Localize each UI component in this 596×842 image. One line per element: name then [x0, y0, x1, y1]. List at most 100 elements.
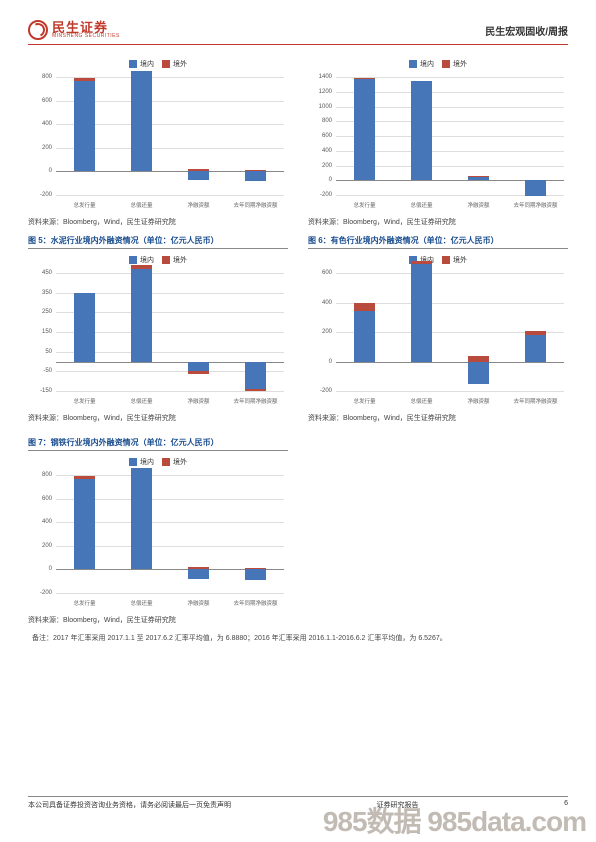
y-tick: 0 — [49, 566, 52, 572]
bar-stack-pos — [411, 81, 431, 180]
y-tick: 200 — [42, 145, 52, 151]
bar-stack-pos — [74, 476, 94, 569]
y-tick: 0 — [329, 177, 332, 183]
legend-overseas: 境外 — [442, 255, 467, 265]
legend-overseas: 境外 — [162, 59, 187, 69]
y-tick: -200 — [40, 192, 52, 198]
y-tick: 150 — [42, 329, 52, 335]
bar-group — [59, 273, 109, 391]
bar-group — [116, 77, 166, 195]
y-tick: 350 — [42, 290, 52, 296]
bar-domestic — [74, 479, 94, 570]
bar-stack-neg — [468, 362, 488, 384]
y-tick: 1000 — [319, 104, 332, 110]
bar-stack-neg — [245, 171, 265, 180]
bar-overseas — [188, 371, 208, 374]
y-axis: -2000200400600800 — [28, 475, 54, 593]
x-label: 总偿还量 — [116, 599, 166, 607]
bar-stack-neg — [188, 362, 208, 375]
bar-stack-neg — [188, 569, 208, 578]
bar-domestic — [411, 81, 431, 180]
plot-area — [56, 77, 284, 195]
chart-legend: 境内境外 — [308, 55, 568, 72]
bar-domestic — [131, 269, 151, 361]
chart-source: 资料来源：Bloomberg，Wind，民生证券研究院 — [308, 217, 568, 227]
y-tick: 800 — [42, 472, 52, 478]
logo-icon — [28, 20, 48, 40]
bar-stack-pos — [131, 71, 151, 171]
bar-group — [396, 273, 446, 391]
x-labels: 总发行量总偿还量净融资额去年同期净融资额 — [56, 397, 284, 405]
x-label: 总发行量 — [59, 599, 109, 607]
y-tick: 400 — [42, 121, 52, 127]
chart-title-5: 图 5：水泥行业境内外融资情况（单位：亿元人民币） — [28, 235, 288, 249]
x-label: 总发行量 — [59, 201, 109, 209]
chart-title-7: 图 7：钢铁行业境内外融资情况（单位：亿元人民币） — [28, 437, 288, 451]
bar-domestic — [188, 569, 208, 578]
bars — [56, 273, 284, 391]
bar-overseas — [354, 303, 374, 312]
x-label: 总偿还量 — [116, 201, 166, 209]
legend-domestic: 境内 — [129, 59, 154, 69]
chart-2: 境内境外-2000200400600800100012001400总发行量总偿还… — [308, 55, 568, 215]
bar-domestic — [188, 171, 208, 179]
x-label: 净融资额 — [173, 201, 223, 209]
bars — [336, 273, 564, 391]
x-label: 净融资额 — [173, 397, 223, 405]
gridline — [336, 391, 564, 392]
charts-grid: 境内境外-2000200400600800总发行量总偿还量净融资额去年同期净融资… — [28, 55, 568, 625]
bar-stack-pos — [354, 78, 374, 181]
y-tick: -50 — [43, 368, 52, 374]
x-label: 去年同期净融资额 — [230, 599, 280, 607]
chart-1: 境内境外-2000200400600800总发行量总偿还量净融资额去年同期净融资… — [28, 55, 288, 215]
bar-group — [510, 273, 560, 391]
x-label: 去年同期净融资额 — [510, 397, 560, 405]
footer-left: 本公司具备证券投资咨询业务资格，请务必阅读最后一页免责声明 — [28, 800, 231, 810]
bar-domestic — [74, 293, 94, 362]
gridline — [56, 195, 284, 196]
y-tick: 800 — [42, 74, 52, 80]
bar-overseas — [245, 389, 265, 391]
bar-stack-pos — [74, 293, 94, 362]
y-tick: 400 — [322, 300, 332, 306]
x-label: 总偿还量 — [396, 397, 446, 405]
bar-stack-pos — [131, 265, 151, 361]
bar-group — [453, 77, 503, 195]
bar-domestic — [131, 71, 151, 171]
bar-domestic — [468, 362, 488, 384]
x-label: 总发行量 — [339, 201, 389, 209]
gridline — [56, 593, 284, 594]
bar-group — [59, 475, 109, 593]
bar-group — [453, 273, 503, 391]
bar-domestic — [74, 81, 94, 172]
chart-cell-4: 图 6：有色行业境内外融资情况（单位：亿元人民币） 境内境外-200020040… — [308, 231, 568, 423]
y-tick: 600 — [42, 496, 52, 502]
legend-domestic: 境内 — [129, 457, 154, 467]
bar-stack-pos — [411, 261, 431, 361]
y-tick: 1200 — [319, 89, 332, 95]
y-tick: 0 — [49, 168, 52, 174]
x-label: 净融资额 — [453, 397, 503, 405]
bars — [336, 77, 564, 195]
logo: 民生证券 MINSHENG SECURITIES — [28, 20, 120, 40]
bar-group — [230, 475, 280, 593]
bar-stack-neg — [245, 362, 265, 392]
bar-group — [173, 273, 223, 391]
bar-group — [116, 475, 166, 593]
x-label: 总发行量 — [339, 397, 389, 405]
plot-area — [336, 273, 564, 391]
y-tick: 450 — [42, 270, 52, 276]
bar-domestic — [131, 468, 151, 569]
bar-group — [230, 77, 280, 195]
logo-text-en: MINSHENG SECURITIES — [52, 34, 120, 39]
y-axis: -2000200400600 — [308, 273, 334, 391]
y-axis: -150-5050150250350450 — [28, 273, 54, 391]
bar-domestic — [188, 362, 208, 372]
bar-domestic — [245, 362, 265, 390]
chart-legend: 境内境外 — [28, 55, 288, 72]
chart-title-6: 图 6：有色行业境内外融资情况（单位：亿元人民币） — [308, 235, 568, 249]
x-labels: 总发行量总偿还量净融资额去年同期净融资额 — [56, 599, 284, 607]
bars — [56, 475, 284, 593]
footnote: 备注：2017 年汇率采用 2017.1.1 至 2017.6.2 汇率平均值，… — [32, 633, 568, 643]
bar-stack-neg — [245, 569, 265, 580]
